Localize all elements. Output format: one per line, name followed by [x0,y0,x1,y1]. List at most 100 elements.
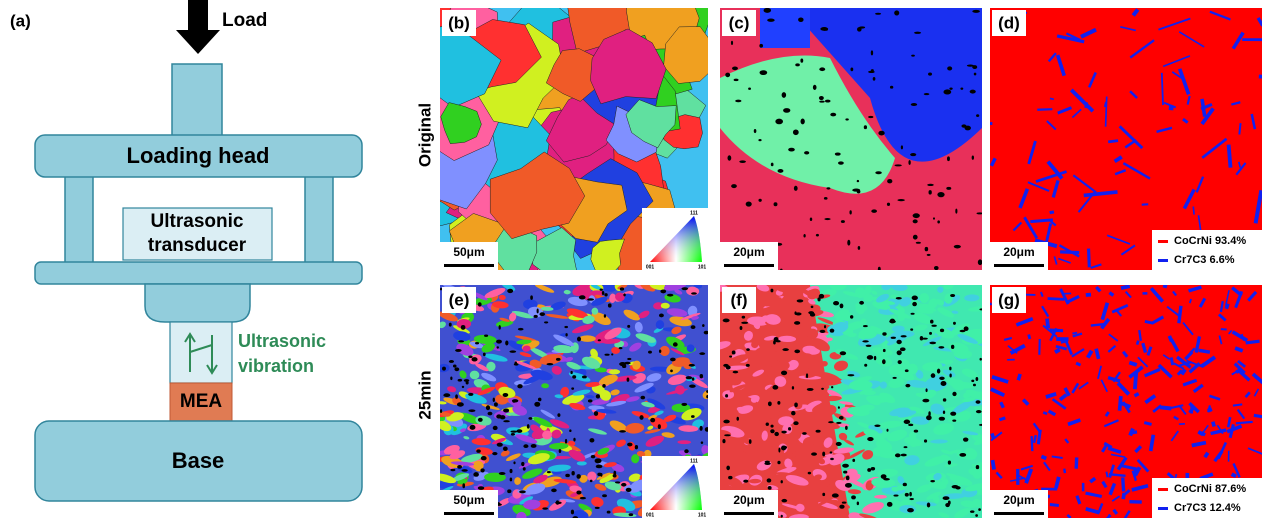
sample-label: MEA [180,391,223,412]
grain [847,489,862,495]
grain [819,372,842,385]
carbide [1231,101,1241,106]
label-box [722,287,756,313]
grain [818,401,829,410]
grain [512,405,527,416]
carbide [1058,393,1068,402]
pore [830,457,834,461]
carbide [1121,464,1138,471]
pore [908,423,914,427]
grain [871,347,893,356]
grain [790,8,982,162]
pore [875,171,882,175]
carbide [1108,139,1119,144]
pore [611,353,614,356]
grain [930,403,945,415]
grain [559,498,576,503]
pore [462,483,466,489]
pore [900,453,907,457]
grain [869,431,890,441]
pore [510,432,516,436]
carbide [1074,457,1079,469]
pore [852,458,856,463]
carbide [1065,341,1073,356]
carbide [1230,472,1237,479]
pore [953,244,961,249]
pore [780,268,783,270]
grain [545,48,603,102]
pore [595,464,603,469]
pore [725,72,731,78]
carbide [1234,346,1244,353]
grain [897,475,905,485]
panel-label: (c) [729,13,750,32]
pore [863,325,868,328]
grain [674,289,683,295]
pore [947,460,952,465]
grain [632,373,646,384]
pore [939,328,945,333]
grain [611,463,625,473]
carbide [1188,298,1192,304]
pore [904,492,909,497]
pore [689,384,696,388]
pore [496,346,499,349]
carbide [1162,55,1191,68]
grain [828,453,845,466]
carbide [1169,357,1175,366]
grain [942,369,956,377]
pore [900,145,904,150]
grain [919,306,937,312]
grain [806,391,830,403]
leg [304,174,334,266]
grain [953,349,973,359]
grain [788,499,795,505]
carbide [1245,339,1260,345]
grain [755,347,766,354]
label-box [992,10,1026,36]
pore [594,506,600,509]
carbide [1247,290,1258,302]
pore [770,288,774,293]
carbide [1201,137,1228,159]
pore [536,308,539,314]
carbide [1188,362,1201,374]
grain [949,449,962,454]
pore [507,489,512,494]
carbide [1209,10,1231,21]
pore [509,477,513,482]
pore [912,301,917,307]
carbide [1071,108,1082,119]
carbide [1131,8,1140,17]
grain [898,410,917,418]
ipf-label: 001 [646,512,655,518]
pore [597,339,601,342]
pore [706,394,708,399]
grain [973,438,982,446]
carbide [1030,435,1034,452]
grain [794,351,803,357]
carbide [1144,394,1157,405]
pore [621,482,627,487]
carbide [1121,492,1126,500]
grain [568,449,586,462]
pore [781,92,787,98]
pore [942,496,950,500]
base [34,420,363,502]
pore [947,500,951,505]
pore [480,468,485,473]
pore [936,368,941,374]
pore [502,446,508,452]
grain [738,405,754,414]
pore [723,363,729,367]
row-label: Original [415,103,434,167]
grain [625,422,645,434]
carbide [1103,419,1119,428]
maps: (b) 50μm 111 001 101 (c) 20μm (d) 20μm CoCrNi 93.… [440,8,1262,518]
pore [947,156,950,162]
label-box [442,287,476,313]
carbide [1107,375,1121,383]
pore [766,478,772,483]
pore [897,360,902,365]
grain [489,151,586,239]
